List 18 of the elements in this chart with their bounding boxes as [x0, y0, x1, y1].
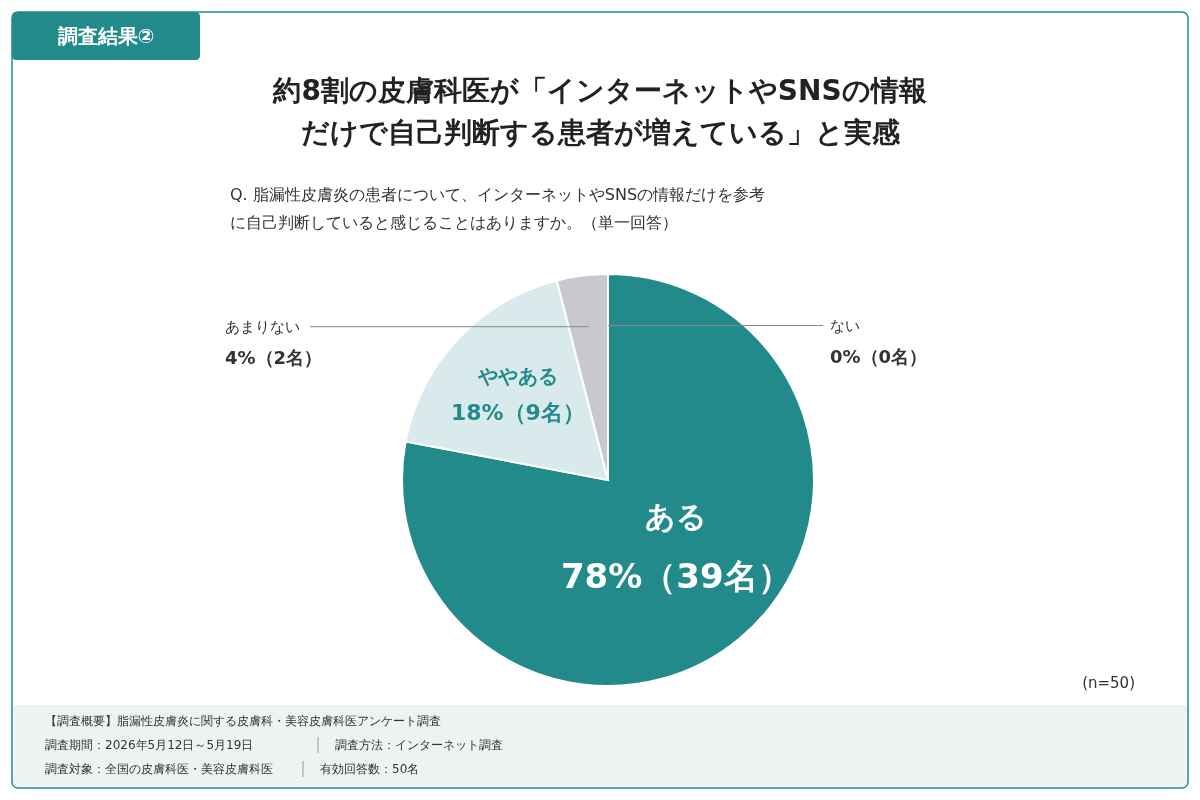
text: 【調査概要】脂漏性皮膚炎に関する皮膚科・美容皮膚科医アンケート調査 — [45, 714, 441, 728]
text: 調査結果② — [57, 24, 155, 48]
chart-title: 約8割の皮膚科医が「インターネットやSNSの情報だけで自己判断する患者が増えている」と実感 — [272, 74, 927, 149]
data-label: 18%（9名） — [450, 400, 585, 426]
data-label: 78%（39名） — [560, 555, 792, 596]
text: 調査期間：2026年5月12日～5月19日 — [45, 738, 254, 752]
text: (n=50) — [1082, 674, 1135, 692]
data-label: 4%（2名） — [225, 346, 323, 368]
text: 0%（0名） — [830, 345, 928, 367]
pie-slice — [401, 273, 815, 687]
text: 有効回答数：50名 — [320, 762, 420, 776]
text: 調査対象：全国の皮膚科医・美容皮膚科医 — [45, 762, 273, 776]
slice-label: あまりない — [225, 317, 300, 336]
slice-label: ややある — [476, 364, 558, 389]
slice-label: ある — [645, 498, 708, 534]
text: 調査方法：インターネット調査 — [335, 738, 503, 752]
chart-subtitle: Q. 脂漏性皮膚炎の患者について、インターネットやSNSの情報だけを参考に自己判断していると感じることはありますか。（単一回答） — [230, 185, 766, 232]
category-label: ない — [830, 316, 860, 335]
